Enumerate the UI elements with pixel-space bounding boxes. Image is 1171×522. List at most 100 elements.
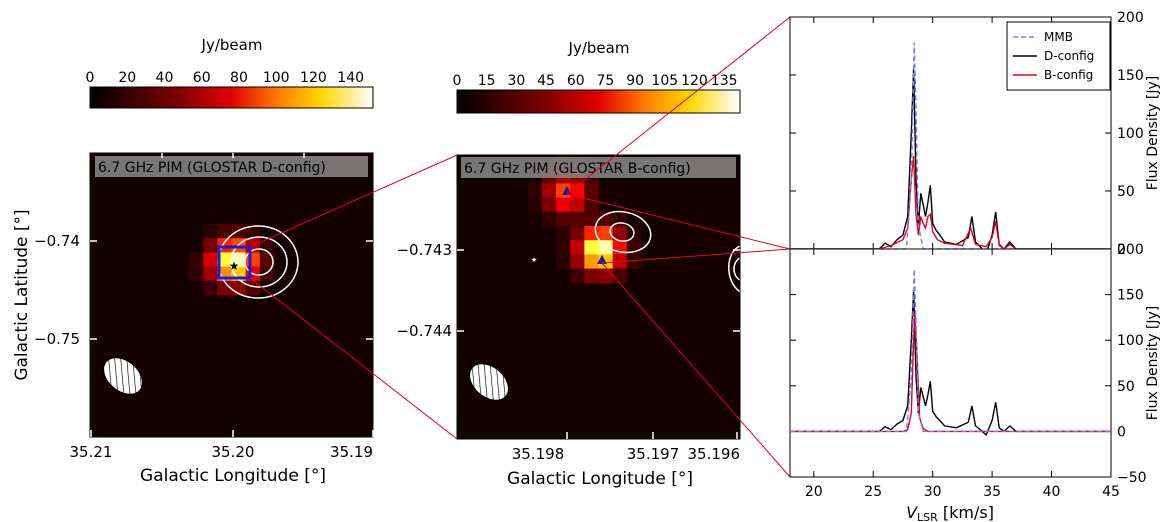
map-pixel xyxy=(541,183,557,199)
map-pixel xyxy=(231,224,247,239)
spectrum-xlabel: VLSR [km/s] xyxy=(906,503,994,522)
mid-contour-inner xyxy=(609,222,635,242)
map-pixel xyxy=(584,183,599,199)
left-emission-pixels xyxy=(189,224,275,296)
ytick-label: 50 xyxy=(1117,184,1135,200)
map-pixel xyxy=(189,266,204,282)
series-mmb xyxy=(790,42,1111,250)
cbar-tick-label: 100 xyxy=(263,70,290,86)
cbar-tick-label: 60 xyxy=(193,70,211,86)
left-ytick-1: −0.75 xyxy=(34,330,80,348)
map-pixel xyxy=(203,224,218,239)
legend-label: D-config xyxy=(1044,49,1094,63)
left-xtick-0: 35.21 xyxy=(70,443,113,461)
cbar-tick-label: 75 xyxy=(597,73,615,89)
map-pixel xyxy=(556,226,571,241)
ytick-label: −50 xyxy=(1117,470,1147,486)
cbar-tick-label: 120 xyxy=(681,73,708,89)
map-pixel xyxy=(570,254,585,270)
map-pixel xyxy=(217,280,232,296)
cbar-tick-label: 135 xyxy=(711,73,738,89)
map-pixel xyxy=(217,252,232,268)
ytick-label: 50 xyxy=(1117,379,1135,395)
map-pixel xyxy=(203,266,218,282)
mid-map-label: 6.7 GHz PIM (GLOSTAR B-config) xyxy=(464,161,691,177)
mid-star-marker: ★ xyxy=(531,256,537,264)
map-pixel xyxy=(570,211,585,227)
map-pixel xyxy=(556,197,571,213)
map-pixel xyxy=(245,280,261,296)
map-pixel xyxy=(189,252,204,268)
left-cbar-bar xyxy=(89,86,374,109)
map-pixel xyxy=(556,240,571,255)
map-pixel xyxy=(527,183,543,199)
legend-label: MMB xyxy=(1044,30,1073,44)
map-pixel xyxy=(245,224,261,239)
ytick-label: 200 xyxy=(1117,242,1144,258)
cbar-tick-label: 60 xyxy=(567,73,585,89)
map-pixel xyxy=(556,254,571,270)
map-pixel xyxy=(584,226,599,241)
ytick-label: 150 xyxy=(1117,68,1144,84)
left-xlabel: Galactic Longitude [°] xyxy=(140,466,326,486)
spectrum-ylabel: Flux Density [Jy] xyxy=(1145,306,1161,421)
cbar-tick-label: 140 xyxy=(337,70,364,86)
left-beam-ellipse xyxy=(103,357,143,395)
series-d-config xyxy=(790,69,1111,255)
cbar-tick-label: 40 xyxy=(156,70,174,86)
mid-xtick-1: 35.197 xyxy=(627,445,680,463)
map-pixel xyxy=(231,252,247,268)
series-b-config xyxy=(790,312,1111,433)
map-pixel xyxy=(584,254,599,270)
map-pixel xyxy=(598,211,614,227)
map-pixel xyxy=(570,268,585,284)
mid-maser-marker-2 xyxy=(597,255,607,264)
cbar-tick-label: 30 xyxy=(507,73,525,89)
xtick-label: 25 xyxy=(864,484,882,500)
left-ytick-0: −0.74 xyxy=(34,232,80,250)
mid-contour-edge-inner xyxy=(733,257,741,281)
map-pixel xyxy=(570,183,585,199)
map-pixel xyxy=(584,268,599,284)
series-d-config xyxy=(790,289,1111,437)
spectrum-ylabel: Flux Density [Jy] xyxy=(1145,76,1161,191)
cbar-tick-label: 80 xyxy=(230,70,248,86)
cbar-tick-label: 105 xyxy=(651,73,678,89)
map-pixel xyxy=(612,226,628,241)
map-pixel xyxy=(598,268,614,284)
mid-contour-outer xyxy=(594,210,652,254)
ytick-label: 150 xyxy=(1117,288,1144,304)
series-mmb xyxy=(790,269,1111,433)
spectra-chart: 0 50 100 150 200 Flux Density [Jy] −50 0 50 100 15… xyxy=(789,10,1161,522)
left-map: ★ 6.7 GHz PIM (GLOSTAR D-config) −0.74 −… xyxy=(12,152,374,486)
spectrum-panel-2: −50 0 50 100 150 200 Flux Density [Jy] xyxy=(789,242,1161,486)
left-map-frame xyxy=(89,152,374,438)
cbar-tick-label: 120 xyxy=(300,70,327,86)
mid-beam-ellipse xyxy=(469,363,509,401)
left-tick-marks xyxy=(90,153,374,437)
mid-label-box xyxy=(461,157,736,178)
cbar-tick-label: 15 xyxy=(478,73,496,89)
mid-tick-marks xyxy=(457,249,740,439)
map-pixel xyxy=(570,240,585,255)
left-contour-inner xyxy=(244,248,274,276)
ytick-label: 200 xyxy=(1117,10,1144,26)
cbar-tick-label: 0 xyxy=(453,73,462,89)
ytick-label: 0 xyxy=(1117,242,1126,258)
mid-cbar-tick-labels: 0 15 30 45 60 75 90 105 120 135 xyxy=(453,73,738,89)
left-zoom-box xyxy=(217,245,252,280)
mid-map-frame xyxy=(456,154,741,440)
map-pixel xyxy=(556,211,571,227)
mid-ytick-0: −0.743 xyxy=(396,241,452,259)
zoom-connectors xyxy=(249,16,791,478)
map-pixel xyxy=(570,226,585,241)
xtick-label: 30 xyxy=(924,484,942,500)
map-pixel xyxy=(203,280,218,296)
map-pixel xyxy=(203,238,218,253)
xtick-label: 20 xyxy=(805,484,823,500)
ytick-label: 100 xyxy=(1117,333,1144,349)
mid-ytick-1: −0.744 xyxy=(396,322,452,340)
left-colorbar: Jy/beam 0 20 40 60 80 100 120 140 xyxy=(86,36,374,109)
cbar-tick-label: 20 xyxy=(118,70,136,86)
map-pixel xyxy=(626,254,642,270)
